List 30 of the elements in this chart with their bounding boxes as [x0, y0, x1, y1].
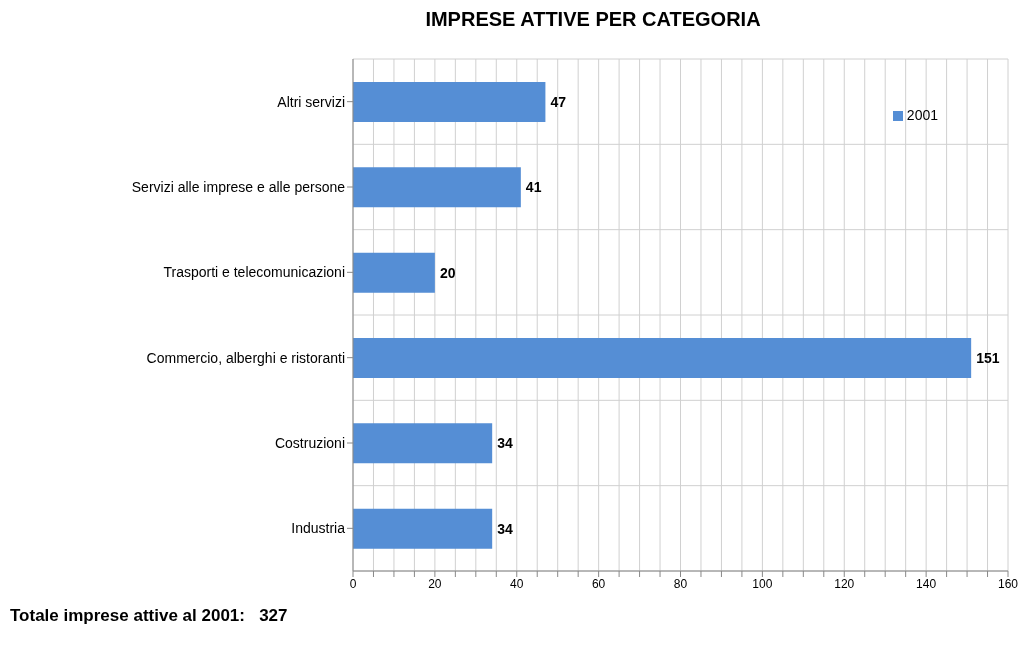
data-label: 41: [525, 179, 542, 196]
y-tick-label: Altri servizi: [277, 93, 345, 110]
bar: [353, 508, 493, 549]
data-label: 34: [497, 520, 513, 537]
x-tick-label: 120: [834, 576, 855, 591]
x-tick-label: 60: [591, 576, 606, 591]
x-tick-label: 140: [916, 576, 937, 591]
y-tick-label: Trasporti e telecomunicazioni: [163, 264, 345, 281]
bar: [353, 338, 972, 378]
chart-title: IMPRESE ATTIVE PER CATEGORIA: [424, 8, 762, 31]
text: Totale imprese attive al 2001: 327: [10, 606, 289, 626]
bar: [353, 252, 435, 293]
x-tick-label: 40: [510, 576, 524, 591]
data-label: 151: [976, 349, 1000, 366]
x-tick-label: 20: [428, 576, 442, 591]
data-label: 20: [439, 264, 456, 281]
x-tick-label: 0: [349, 576, 357, 591]
legend-label: 2001: [906, 107, 938, 123]
x-tick-label: 80: [673, 576, 688, 591]
bar: [353, 167, 521, 208]
bar: [353, 82, 546, 122]
x-tick-label: 100: [752, 576, 773, 591]
y-tick-label: Industria: [291, 520, 346, 537]
data-label: 47: [550, 93, 567, 110]
bar: [353, 423, 493, 464]
y-tick-label: Commercio, alberghi e ristoranti: [146, 349, 345, 366]
y-tick-label: Servizi alle imprese e alle persone: [131, 178, 346, 195]
x-tick-label: 160: [997, 576, 1019, 591]
y-tick-label: Costruzioni: [274, 434, 345, 451]
data-label: 34: [497, 435, 513, 452]
